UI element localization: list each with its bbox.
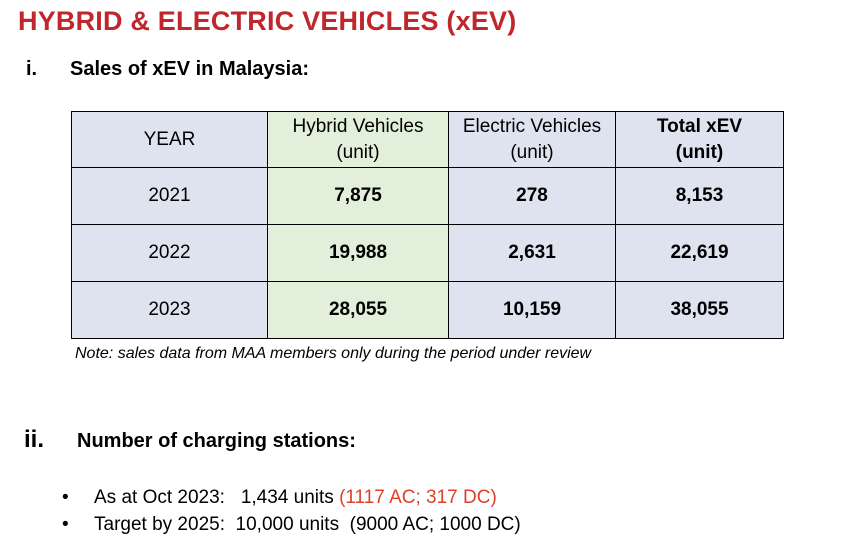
cell-year: 2023 [71, 281, 268, 339]
header-unit: (unit) [336, 141, 380, 163]
header-hybrid: Hybrid Vehicles (unit) [267, 111, 449, 168]
cell-year: 2021 [71, 167, 268, 225]
list-item: • Target by 2025: 10,000 units (9000 AC; … [62, 511, 521, 538]
header-label: YEAR [143, 128, 196, 150]
table-row: 2023 28,055 10,159 38,055 [71, 281, 784, 339]
cell-total: 8,153 [615, 167, 784, 225]
cell-hybrid: 19,988 [267, 224, 449, 282]
cell-total: 38,055 [615, 281, 784, 339]
section-heading-charging: ii. Number of charging stations: [24, 426, 356, 454]
section-number: ii. [24, 426, 45, 453]
charging-station-list: • As at Oct 2023: 1,434 units (1117 AC; 3… [62, 484, 521, 538]
bullet-label: As at Oct 2023: [94, 487, 225, 508]
bullet-label: Target by 2025: [94, 514, 225, 535]
cell-electric: 2,631 [448, 224, 616, 282]
bullet-detail: (1117 AC; 317 DC) [339, 487, 497, 508]
bullet-icon: • [62, 514, 69, 535]
cell-electric: 10,159 [448, 281, 616, 339]
bullet-detail: (9000 AC; 1000 DC) [349, 514, 521, 535]
bullet-value: 1,434 units [240, 487, 334, 508]
header-unit: (unit) [510, 141, 554, 163]
header-year: YEAR [71, 111, 268, 168]
bullet-icon: • [62, 487, 69, 508]
section-number: i. [26, 58, 38, 80]
sales-table: YEAR Hybrid Vehicles (unit) Electric Veh… [71, 111, 784, 339]
table-row: 2021 7,875 278 8,153 [71, 167, 784, 225]
bullet-value: 10,000 units [235, 514, 340, 535]
section-title: Sales of xEV in Malaysia: [70, 58, 309, 80]
section-title: Number of charging stations: [77, 430, 356, 452]
section-heading-sales: i. Sales of xEV in Malaysia: [26, 58, 309, 81]
cell-year: 2022 [71, 224, 268, 282]
cell-total: 22,619 [615, 224, 784, 282]
list-item: • As at Oct 2023: 1,434 units (1117 AC; 3… [62, 484, 521, 511]
header-label: Hybrid Vehicles [292, 115, 424, 137]
table-header-row: YEAR Hybrid Vehicles (unit) Electric Veh… [71, 111, 784, 168]
table-row: 2022 19,988 2,631 22,619 [71, 224, 784, 282]
cell-hybrid: 7,875 [267, 167, 449, 225]
header-electric: Electric Vehicles (unit) [448, 111, 616, 168]
header-label: Electric Vehicles [462, 115, 602, 137]
header-label: Total xEV [656, 115, 743, 137]
header-unit: (unit) [675, 141, 724, 163]
page-title: HYBRID & ELECTRIC VEHICLES (xEV) [18, 6, 517, 36]
cell-electric: 278 [448, 167, 616, 225]
header-total: Total xEV (unit) [615, 111, 784, 168]
cell-hybrid: 28,055 [267, 281, 449, 339]
table-note: Note: sales data from MAA members only d… [75, 345, 592, 362]
